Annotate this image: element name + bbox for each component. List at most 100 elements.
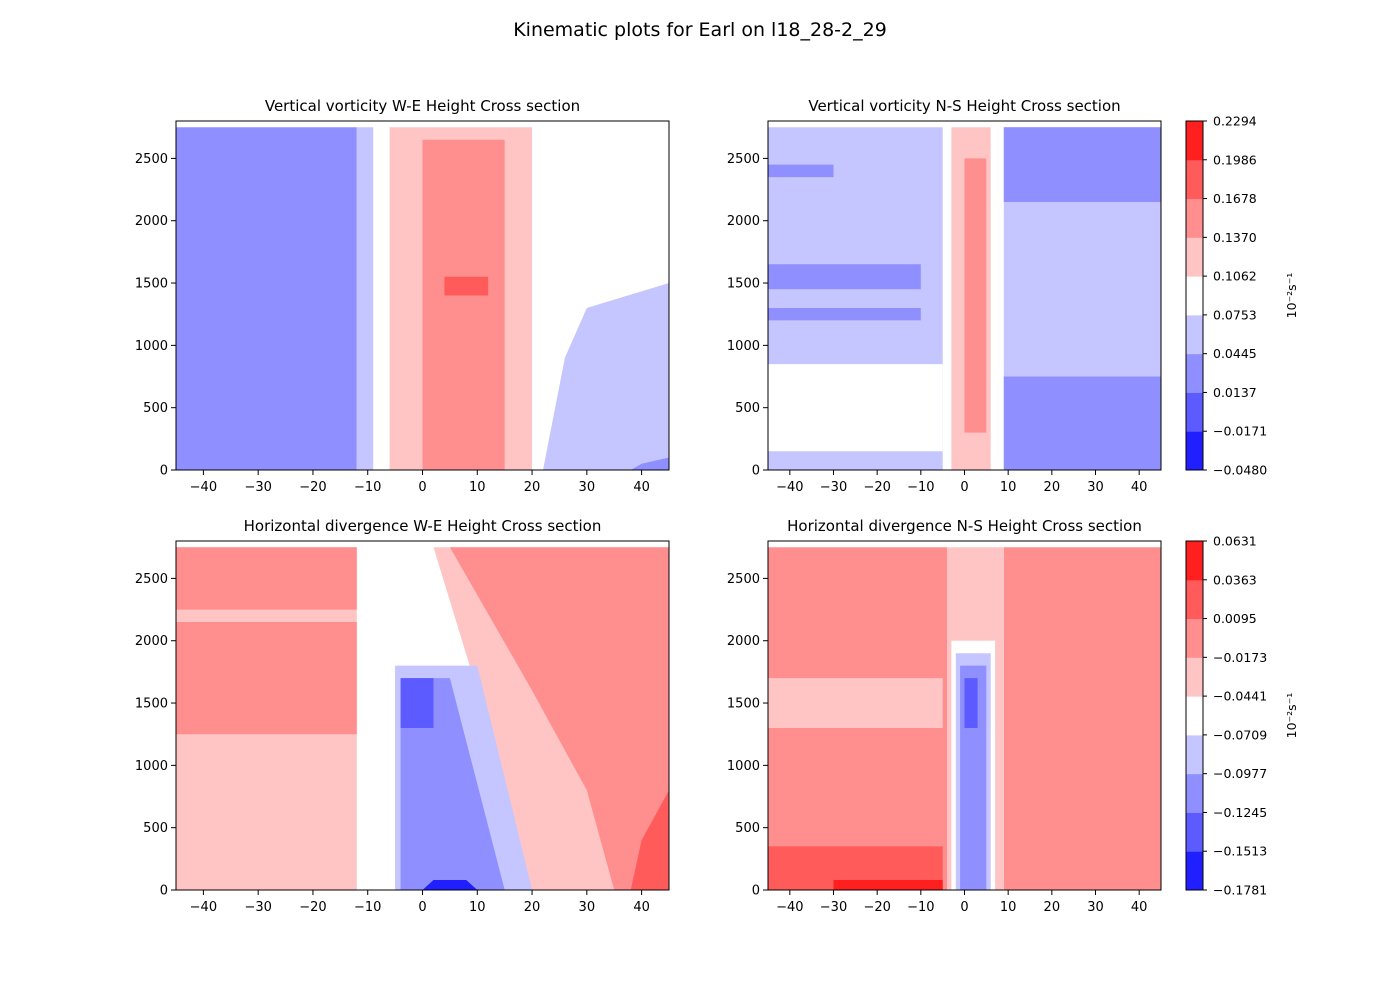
contour-region-5 <box>1003 547 1161 890</box>
x-tick-label: 20 <box>1044 900 1061 915</box>
chart-panel-1: Vertical vorticity W-E Height Cross sect… <box>135 97 1299 495</box>
panel-title: Vertical vorticity W-E Height Cross sect… <box>265 97 580 115</box>
colorbar-swatch-5 <box>1186 276 1203 316</box>
y-tick-label: 2000 <box>135 634 168 649</box>
colorbar-tick-label: −0.0171 <box>1213 424 1267 439</box>
colorbar-swatch-2 <box>1186 812 1203 852</box>
contour-region-4 <box>768 164 834 178</box>
contour-region-6 <box>422 139 505 470</box>
colorbar-tick-label: 0.0095 <box>1213 611 1257 626</box>
colorbar-tick-label: 0.1062 <box>1213 269 1257 284</box>
y-tick-label: 500 <box>735 821 760 836</box>
colorbar-tick-label: 0.0445 <box>1213 346 1257 361</box>
y-tick-label: 1000 <box>727 759 760 774</box>
x-tick-label: −20 <box>299 900 326 915</box>
contour-region-4 <box>833 880 943 890</box>
x-tick-label: −20 <box>863 900 890 915</box>
contour-regions <box>768 547 1161 890</box>
colorbar-swatch-1 <box>1186 431 1203 471</box>
colorbar-tick-label: 0.1986 <box>1213 152 1257 167</box>
x-tick-label: 0 <box>960 480 968 495</box>
contour-region-7 <box>444 276 489 296</box>
x-tick-label: 10 <box>469 480 486 495</box>
x-tick-label: 30 <box>579 480 596 495</box>
colorbar-tick-label: −0.1245 <box>1213 805 1267 820</box>
colorbar-tick-label: 0.0631 <box>1213 534 1257 549</box>
colorbar-swatch-2 <box>1186 392 1203 432</box>
contour-region-2 <box>768 678 943 728</box>
contour-region-10 <box>400 678 434 728</box>
colorbar-swatch-9 <box>1186 121 1203 161</box>
x-tick-label: 20 <box>524 480 541 495</box>
colorbar-swatch-3 <box>1186 353 1203 393</box>
y-tick-label: 1000 <box>135 339 168 354</box>
contour-region-10 <box>964 678 978 728</box>
contour-region-2 <box>176 622 357 735</box>
colorbar-swatch-9 <box>1186 541 1203 581</box>
colorbar-swatch-8 <box>1186 159 1203 200</box>
contour-regions <box>176 127 669 470</box>
colorbar-frame <box>1185 540 1204 891</box>
colorbar: −0.0480 −0.0171 0.0137 0.0445 0.0753 0.1062 0.… <box>1185 114 1299 478</box>
colorbar-tick-label: 0.0137 <box>1213 385 1257 400</box>
chart-panel-3: Horizontal divergence W-E Height Cross s… <box>135 517 1299 915</box>
x-tick-label: 40 <box>1131 900 1148 915</box>
x-tick-label: −30 <box>820 480 847 495</box>
contour-region-8 <box>1003 127 1161 202</box>
x-tick-label: −30 <box>820 900 847 915</box>
x-tick-label: 0 <box>418 480 426 495</box>
colorbar-swatch-1 <box>1186 851 1203 891</box>
y-tick-label: 2500 <box>727 572 760 587</box>
contour-region-11 <box>964 158 987 433</box>
colorbar-swatch-4 <box>1186 314 1203 355</box>
x-tick-label: 40 <box>633 480 650 495</box>
y-tick-label: 0 <box>160 464 168 479</box>
colorbar-tick-label: −0.0709 <box>1213 727 1267 742</box>
colorbar-swatch-5 <box>1186 696 1203 736</box>
panel-title: Horizontal divergence W-E Height Cross s… <box>244 517 602 535</box>
contour-region-4 <box>630 457 669 470</box>
x-tick-label: 30 <box>1087 900 1104 915</box>
colorbar-swatch-3 <box>1186 773 1203 813</box>
x-tick-label: 40 <box>633 900 650 915</box>
y-tick-label: 500 <box>143 821 168 836</box>
colorbar-swatch-8 <box>1186 579 1203 620</box>
colorbar-tick-label: −0.0441 <box>1213 689 1267 704</box>
contour-region-3 <box>768 846 943 890</box>
colorbar-frame <box>1185 120 1204 471</box>
y-tick-label: 0 <box>160 884 168 899</box>
colorbar-tick-label: 0.1370 <box>1213 230 1257 245</box>
contour-region-3 <box>176 547 357 610</box>
contour-region-3 <box>768 308 921 321</box>
contour-region-7 <box>1003 376 1161 470</box>
y-tick-label: 500 <box>735 401 760 416</box>
y-tick-label: 0 <box>752 884 760 899</box>
x-tick-label: 0 <box>960 900 968 915</box>
contour-region-6 <box>449 547 669 890</box>
colorbar-tick-label: −0.0480 <box>1213 463 1267 478</box>
contour-region-7 <box>630 790 669 890</box>
panel-title: Horizontal divergence N-S Height Cross s… <box>787 517 1142 535</box>
x-tick-label: 40 <box>1131 480 1148 495</box>
colorbar-tick-label: −0.1513 <box>1213 844 1267 859</box>
x-tick-label: −10 <box>907 900 934 915</box>
colorbar-unit-label: 10⁻²s⁻¹ <box>1284 693 1299 739</box>
y-tick-label: 2500 <box>135 152 168 167</box>
colorbar-swatch-7 <box>1186 198 1203 238</box>
colorbar-tick-label: −0.0977 <box>1213 766 1267 781</box>
x-tick-label: 30 <box>1087 480 1104 495</box>
y-tick-label: 0 <box>752 464 760 479</box>
colorbar-unit-label: 10⁻²s⁻¹ <box>1284 273 1299 319</box>
colorbar-tick-label: 0.2294 <box>1213 114 1257 129</box>
colorbar: −0.1781 −0.1513 −0.1245 −0.0977 −0.0709 −0.04… <box>1185 534 1299 898</box>
colorbar-tick-label: −0.1781 <box>1213 883 1267 898</box>
figure-title: Kinematic plots for Earl on l18_28-2_29 <box>513 19 887 41</box>
contour-regions <box>768 127 1161 470</box>
y-tick-label: 1000 <box>135 759 168 774</box>
y-tick-label: 1500 <box>727 277 760 292</box>
colorbar-swatch-6 <box>1186 657 1203 697</box>
y-tick-label: 1500 <box>135 277 168 292</box>
x-tick-label: −10 <box>907 480 934 495</box>
colorbar-tick-label: −0.0173 <box>1213 650 1267 665</box>
